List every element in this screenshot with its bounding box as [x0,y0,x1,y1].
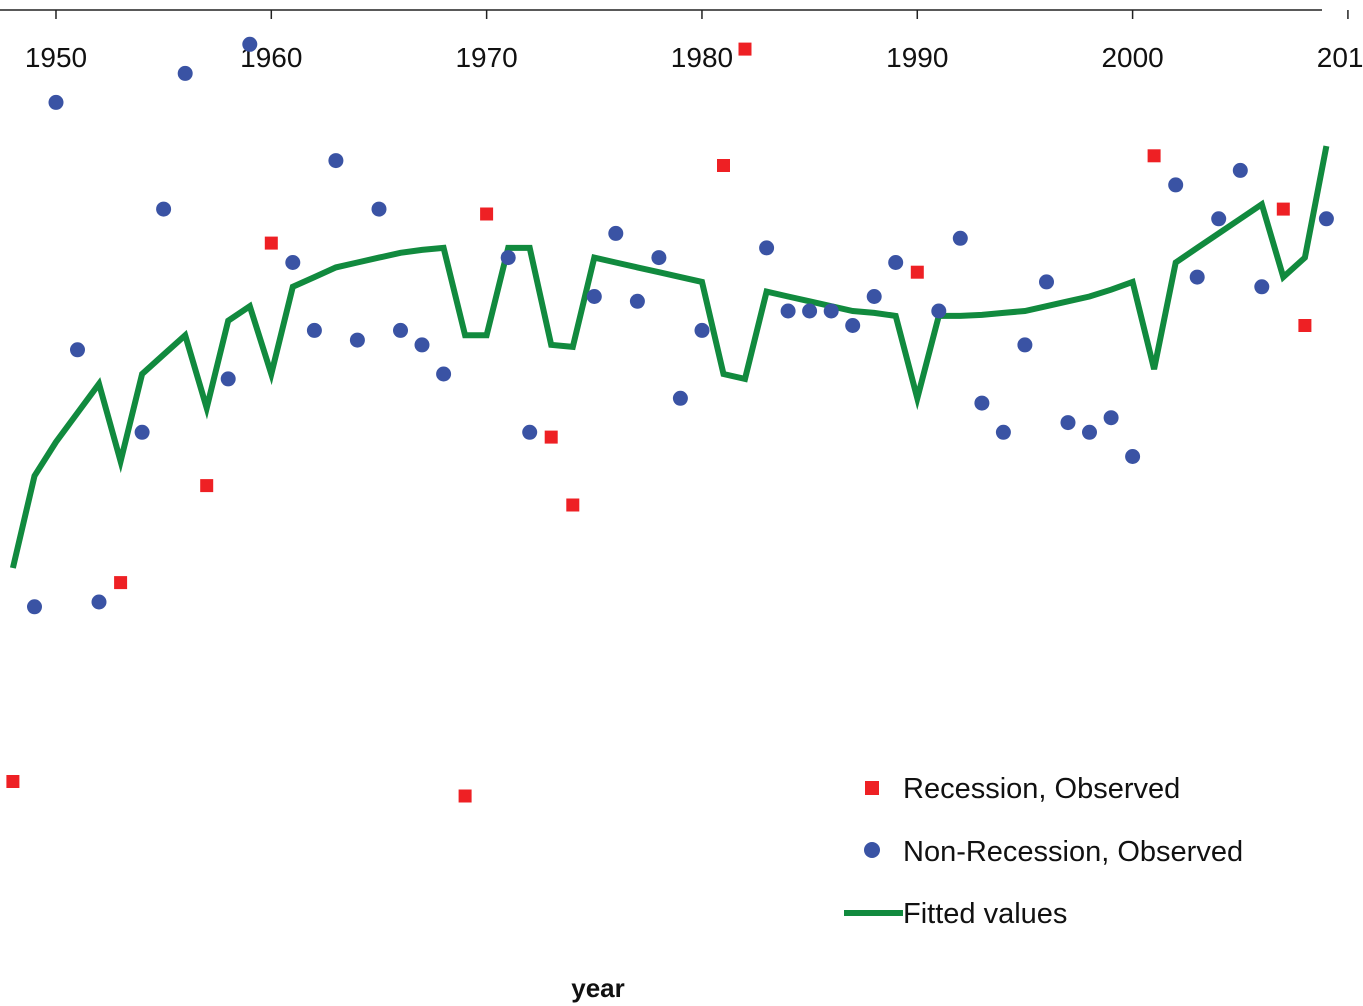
non-recession-point [866,289,882,304]
legend-item-non-recession: Non-Recession, Observed [864,836,1243,868]
non-recession-point [672,390,688,406]
non-recession-point [608,225,624,241]
non-recession-point [1254,279,1270,295]
non-recession-point [995,424,1011,440]
non-recession-point [931,303,947,319]
non-recession-point [1103,410,1119,426]
non-recession-point [651,250,667,266]
non-recession-point [888,255,904,270]
x-tick-label: 1950 [25,42,87,73]
non-recession-point [1168,177,1184,193]
x-axis-title: year [571,973,625,1003]
non-recession-point [952,230,968,246]
fitted-values-line [9,145,1330,569]
recession-point [480,207,494,221]
non-recession-point [70,342,85,358]
non-recession-point [1189,269,1205,285]
recession-point [910,265,924,279]
recession-point [566,498,580,512]
non-recession-point [177,65,193,81]
legend-item-fitted: Fitted values [844,898,1067,930]
non-recession-point [91,594,107,610]
recession-series [6,42,1312,803]
x-tick-label: 1990 [886,42,948,73]
non-recession-point [1125,449,1141,464]
recession-point [6,775,20,788]
x-tick-label: 1970 [455,42,517,73]
non-recession-point [242,36,258,52]
non-recession-point [522,424,538,440]
non-recession-series [27,36,1334,615]
non-recession-point [393,322,408,338]
non-recession-point [802,303,818,319]
legend-item-recession: Recession, Observed [865,773,1180,805]
non-recession-point [220,371,236,387]
legend-label-recession: Recession, Observed [903,773,1180,805]
legend-label-fitted: Fitted values [903,898,1067,930]
non-recession-point [780,303,796,319]
recession-point [1147,149,1161,163]
x-tick-label: 1980 [671,42,733,73]
non-recession-point [1060,415,1076,431]
recession-point [458,789,472,803]
x-axis: 1950196019701980199020002010 [0,9,1363,73]
recession-point [114,576,128,590]
non-recession-point [156,201,172,217]
non-recession-point [1017,337,1033,353]
non-recession-point [436,366,452,382]
non-recession-point [285,255,301,270]
non-recession-point [845,318,861,333]
recession-point [738,42,752,56]
non-recession-point [1082,424,1097,440]
non-recession-point [48,94,64,110]
x-tick-label: 2000 [1101,42,1163,73]
recession-point [200,479,214,493]
non-recession-point [1211,211,1227,227]
recession-point [1298,319,1312,332]
non-recession-point [759,240,775,256]
non-recession-point [27,599,42,615]
non-recession-point [1318,211,1334,227]
fitted-values-series [9,145,1330,569]
recession-point [264,236,278,250]
legend: Recession, Observed Non-Recession, Obser… [844,773,1243,930]
non-recession-point [500,250,516,266]
non-recession-point [1039,274,1054,290]
non-recession-point [974,395,990,411]
x-tick-label: 2010 [1317,42,1363,73]
non-recession-point [306,322,322,338]
recession-point [717,159,730,172]
non-recession-point [586,289,602,304]
recession-point [1276,202,1290,216]
legend-circle-marker [864,842,880,858]
legend-label-non-recession: Non-Recession, Observed [903,836,1243,868]
non-recession-point [694,322,710,338]
non-recession-point [629,293,645,309]
non-recession-point [371,201,387,217]
legend-square-marker [865,781,879,795]
non-recession-point [134,424,150,440]
non-recession-point [349,332,365,348]
recession-point [544,430,558,444]
non-recession-point [1232,162,1248,178]
non-recession-point [823,303,839,319]
non-recession-point [328,153,344,169]
non-recession-point [414,337,430,353]
